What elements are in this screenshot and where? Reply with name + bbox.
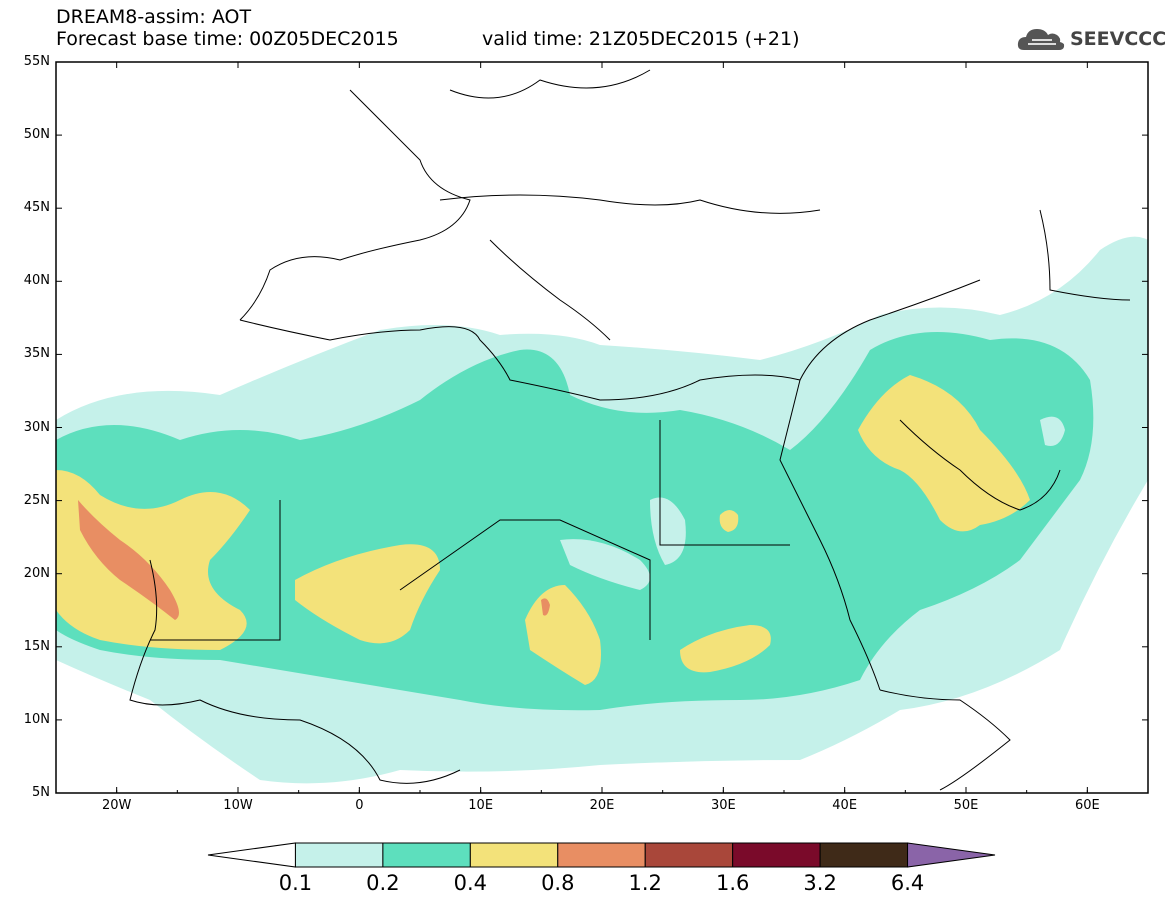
- lat-label: 50N: [23, 127, 50, 143]
- colorbar-swatch: [732, 842, 821, 868]
- cloud-icon: [1017, 29, 1065, 50]
- lat-label: 30N: [23, 419, 50, 435]
- colorbar-swatch: [469, 842, 559, 868]
- lon-label: 20W: [101, 798, 132, 813]
- forecast-base-time: Forecast base time: 00Z05DEC2015: [56, 28, 399, 50]
- lon-label: 30E: [710, 798, 736, 813]
- colorbar-swatch: [294, 842, 384, 868]
- lat-label: 20N: [23, 565, 50, 581]
- lon-label: 20E: [589, 798, 615, 813]
- lon-label: 0: [355, 798, 364, 813]
- lon-label: 40E: [832, 798, 858, 813]
- colorbar-swatch: [207, 842, 296, 868]
- lat-label: 45N: [23, 200, 50, 216]
- aot-field: [56, 236, 1148, 784]
- colorbar-swatch: [907, 842, 996, 868]
- colorbar-label: 0.1: [278, 871, 313, 895]
- axis-ticks: [55, 61, 1149, 794]
- colorbar-label: 3.2: [803, 871, 837, 895]
- valid-time: valid time: 21Z05DEC2015 (+21): [482, 28, 800, 50]
- colorbar-label: 0.4: [453, 871, 488, 895]
- colorbar-swatch: [644, 842, 734, 868]
- colorbar-swatch: [557, 842, 646, 868]
- colorbar: [207, 842, 996, 868]
- colorbar-label: 0.2: [366, 871, 400, 895]
- lat-label: 15N: [23, 638, 50, 654]
- lat-label: 5N: [32, 785, 50, 800]
- colorbar-swatch: [819, 842, 909, 868]
- colorbar-label: 0.8: [541, 871, 575, 895]
- seevccc-logo: SEEVCCC: [1016, 22, 1165, 56]
- colorbar-label: 1.2: [628, 871, 662, 895]
- lat-label: 10N: [23, 711, 50, 727]
- lon-label: 50E: [953, 798, 979, 813]
- coastlines-borders: [129, 69, 1131, 791]
- colorbar-label: 1.6: [715, 871, 750, 895]
- lat-label: 35N: [23, 346, 50, 362]
- lat-label: 40N: [23, 273, 50, 289]
- colorbar-swatch: [382, 842, 471, 868]
- lon-label: 10E: [468, 798, 494, 813]
- lon-label: 60E: [1074, 798, 1100, 813]
- logo-text: SEEVCCC: [1070, 28, 1165, 50]
- lat-label: 55N: [23, 54, 50, 69]
- lon-label: 10W: [223, 798, 253, 813]
- lat-label: 25N: [23, 492, 50, 508]
- model-title: DREAM8-assim: AOT: [56, 6, 252, 28]
- colorbar-label: 6.4: [890, 871, 925, 895]
